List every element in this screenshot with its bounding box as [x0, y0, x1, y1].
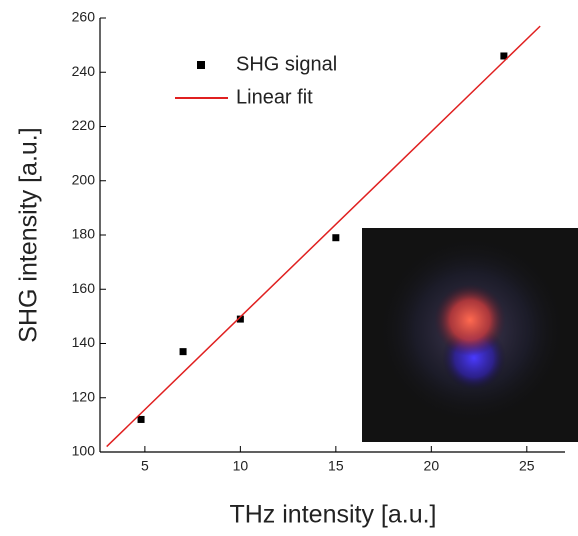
- y-tick-label: 220: [72, 117, 96, 133]
- y-tick-label: 240: [72, 63, 96, 79]
- data-point: [332, 234, 340, 242]
- legend-marker: [197, 61, 205, 69]
- x-tick-label: 15: [328, 458, 344, 474]
- y-tick-label: 120: [72, 388, 96, 404]
- x-tick-label: 20: [424, 458, 440, 474]
- data-point: [137, 415, 145, 423]
- y-tick-label: 260: [72, 9, 96, 25]
- y-tick-label: 200: [72, 171, 96, 187]
- y-axis-title: SHG intensity [a.u.]: [15, 127, 43, 342]
- y-tick-label: 140: [72, 334, 96, 350]
- data-point: [179, 348, 187, 356]
- legend-label: SHG signal: [236, 53, 337, 75]
- x-axis-title: THz intensity [a.u.]: [229, 501, 436, 529]
- y-tick-label: 180: [72, 226, 96, 242]
- x-tick-label: 5: [141, 458, 149, 474]
- y-tick-label: 160: [72, 280, 96, 296]
- data-point: [236, 315, 244, 323]
- legend-label: Linear fit: [236, 86, 313, 108]
- inset-image: [362, 228, 578, 442]
- fit-line: [106, 25, 541, 448]
- x-tick-label: 10: [233, 458, 249, 474]
- y-tick-label: 100: [72, 443, 96, 459]
- data-point: [500, 52, 508, 60]
- x-tick-label: 25: [519, 458, 535, 474]
